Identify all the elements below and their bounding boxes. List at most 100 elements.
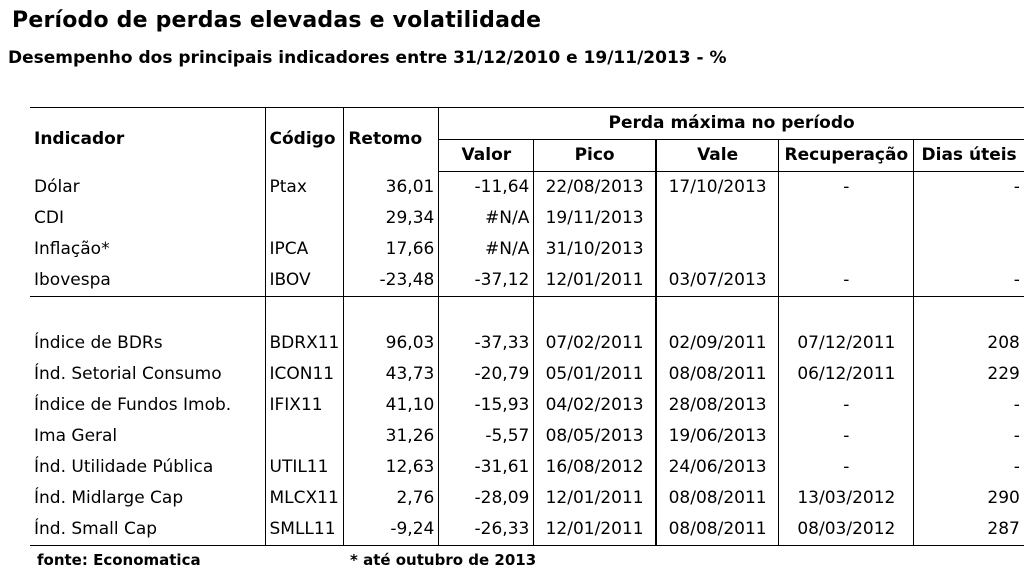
header-pico: Pico	[533, 139, 656, 172]
table-row: Índ. Midlarge Cap MLCX11 2,76 -28,09 12/01/2…	[30, 483, 1024, 514]
header-valor: Valor	[438, 139, 534, 172]
cell-retorno: 17,66	[343, 234, 439, 265]
cell-codigo: ICON11	[264, 359, 344, 390]
cell-vale: 19/06/2013	[654, 421, 779, 452]
cell-pico: 08/05/2013	[533, 421, 656, 452]
cell-pico: 05/01/2011	[533, 359, 656, 390]
cell-valor: -11,64	[438, 171, 534, 203]
cell-recuperacao: -	[778, 171, 914, 203]
cell-retorno: 31,26	[343, 421, 439, 452]
cell-retorno: 2,76	[343, 483, 439, 514]
cell-codigo: SMLL11	[264, 514, 344, 546]
cell-dias-uteis: -	[913, 390, 1024, 421]
cell-vale: 08/08/2011	[654, 483, 779, 514]
cell-vale	[654, 234, 779, 265]
cell-pico: 12/01/2011	[533, 514, 656, 546]
cell-retorno: 41,10	[343, 390, 439, 421]
cell-valor: -37,33	[438, 328, 534, 359]
header-indicador: Indicador	[34, 129, 125, 150]
cell-valor: -28,09	[438, 483, 534, 514]
cell-indicador: Índice de BDRs	[34, 333, 163, 353]
table-body-top: Dólar Ptax 36,01 -11,64 22/08/2013 17/10/2013…	[30, 171, 1024, 297]
spacer-cell	[913, 296, 1024, 328]
cell-pico: 22/08/2013	[533, 171, 656, 203]
cell-recuperacao: 06/12/2011	[778, 359, 914, 390]
table-row: Ibovespa IBOV -23,48 -37,12 12/01/2011 03/07/…	[30, 265, 1024, 297]
header-recuperacao: Recuperação	[778, 139, 914, 172]
spacer-cell	[343, 296, 439, 328]
cell-pico: 12/01/2011	[533, 265, 656, 297]
table-row: Ima Geral 31,26 -5,57 08/05/2013 19/06/2013-…	[30, 421, 1024, 452]
cell-recuperacao: -	[778, 265, 914, 297]
spacer-cell	[533, 296, 656, 328]
cell-valor: -5,57	[438, 421, 534, 452]
indicators-table: Indicador Código Retomo Perda máxima no …	[30, 107, 1024, 546]
header-codigo: Código	[264, 107, 344, 172]
table-row: Índice de Fundos Imob. IFIX11 41,10 -15,93 0…	[30, 390, 1024, 421]
table-row: Índ. Small Cap SMLL11 -9,24 -26,33 12/01/201…	[30, 514, 1024, 546]
cell-valor: -26,33	[438, 514, 534, 546]
cell-retorno: 36,01	[343, 171, 439, 203]
cell-valor: #N/A	[438, 203, 534, 234]
cell-codigo: BDRX11	[264, 328, 344, 359]
cell-recuperacao: 07/12/2011	[778, 328, 914, 359]
cell-vale: 03/07/2013	[654, 265, 779, 297]
group-spacer	[30, 296, 1024, 329]
cell-retorno: 43,73	[343, 359, 439, 390]
source-note: fonte: Economatica	[37, 551, 201, 569]
header-retorno: Retomo	[343, 107, 439, 172]
cell-recuperacao: -	[778, 421, 914, 452]
cell-indicador: Inflação*	[34, 239, 110, 259]
cell-retorno: 12,63	[343, 452, 439, 483]
cell-valor: -37,12	[438, 265, 534, 297]
cell-codigo: UTIL11	[264, 452, 344, 483]
cell-recuperacao: -	[778, 390, 914, 421]
cell-vale: 08/08/2011	[654, 359, 779, 390]
spacer-cell	[654, 296, 779, 328]
spacer-cell	[30, 297, 265, 329]
cell-indicador: Ibovespa	[30, 265, 265, 297]
cell-dias-uteis: 229	[913, 359, 1024, 390]
cell-recuperacao	[778, 234, 914, 265]
page-subtitle: Desempenho dos principais indicadores en…	[8, 48, 727, 68]
cell-indicador: Índ. Utilidade Pública	[34, 457, 214, 477]
cell-retorno: -9,24	[343, 514, 439, 546]
cell-indicador: Índ. Midlarge Cap	[34, 488, 184, 508]
header-vale: Vale	[654, 139, 779, 172]
cell-codigo: MLCX11	[264, 483, 344, 514]
header-group-perda-maxima: Perda máxima no período	[438, 107, 1024, 140]
table-body-bottom: Índice de BDRs BDRX11 96,03 -37,33 07/02/201…	[30, 296, 1024, 546]
cell-pico: 12/01/2011	[533, 483, 656, 514]
cell-dias-uteis: -	[913, 265, 1024, 297]
cell-codigo: IBOV	[264, 265, 344, 297]
cell-indicador: Índ. Setorial Consumo	[34, 364, 222, 384]
cell-dias-uteis: 208	[913, 328, 1024, 359]
cell-vale: 08/08/2011	[654, 514, 779, 546]
table-header: Indicador Código Retomo Perda máxima no …	[30, 107, 1024, 172]
cell-indicador: Dólar	[34, 176, 80, 197]
cell-valor: -15,93	[438, 390, 534, 421]
cell-dias-uteis: -	[913, 171, 1024, 203]
table-row: Índ. Utilidade Pública UTIL11 12,63 -31,61 1…	[30, 452, 1024, 483]
cell-indicador: Ima Geral	[34, 426, 118, 446]
spacer-cell	[264, 296, 344, 328]
cell-vale: 02/09/2011	[654, 328, 779, 359]
header-dias-uteis: Dias úteis	[913, 139, 1024, 172]
cell-vale: 24/06/2013	[654, 452, 779, 483]
cell-recuperacao	[778, 203, 914, 234]
cell-valor: -20,79	[438, 359, 534, 390]
cell-recuperacao: -	[778, 452, 914, 483]
cell-indicador: Índice de Fundos Imob.	[34, 395, 232, 415]
page-title: Período de perdas elevadas e volatilidad…	[12, 8, 542, 33]
cell-indicador: Índ. Small Cap	[30, 514, 265, 546]
cell-valor: #N/A	[438, 234, 534, 265]
cell-dias-uteis: -	[913, 421, 1024, 452]
cell-recuperacao: 08/03/2012	[778, 514, 914, 546]
table-row: Índ. Setorial Consumo ICON11 43,73 -20,79 05…	[30, 359, 1024, 390]
cell-codigo: Ptax	[264, 171, 344, 203]
cell-indicador: CDI	[34, 208, 64, 228]
cell-codigo	[264, 421, 344, 452]
cell-codigo: IPCA	[264, 234, 344, 265]
cell-vale: 17/10/2013	[654, 171, 779, 203]
cell-retorno: 29,34	[343, 203, 439, 234]
